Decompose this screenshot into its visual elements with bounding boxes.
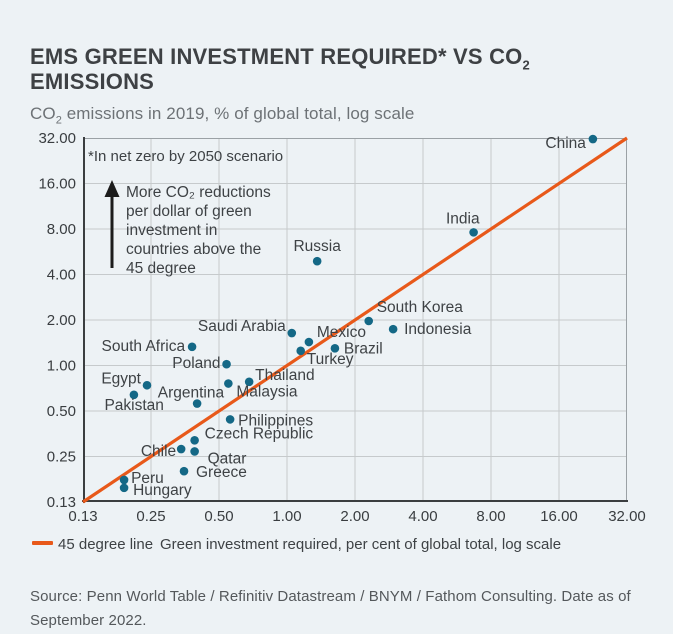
- up-arrow-head-icon: [104, 180, 120, 197]
- point-egypt: [142, 380, 152, 390]
- source-text: Source: Penn World Table / Refinitiv Dat…: [30, 588, 631, 629]
- x-tick-label: 32.00: [608, 508, 646, 525]
- page-title: EMS GREEN INVESTMENT REQUIRED* VS CO2 EMI…: [30, 44, 650, 94]
- point-thailand: [244, 377, 254, 387]
- title-line2: EMISSIONS: [30, 68, 155, 94]
- point-south-africa: [187, 342, 197, 352]
- y-tick-label: 0.25: [47, 449, 76, 466]
- point-argentina: [192, 399, 202, 408]
- x-tick-label: 1.00: [272, 508, 301, 525]
- point-india: [469, 228, 478, 237]
- scatter-chart: 0.13 0.25 0.50 1.00 2.00 4.00 8.00 16.00 32.00 0.…: [38, 130, 646, 525]
- point-turkey: [296, 346, 306, 356]
- label-peru: Peru: [131, 470, 164, 487]
- y-tick-label: 0.50: [47, 403, 76, 420]
- point-china: [588, 134, 598, 144]
- point-indonesia: [388, 324, 398, 334]
- label-thailand: Thailand: [255, 367, 314, 384]
- label-egypt: Egypt: [101, 370, 141, 387]
- label-china: China: [545, 135, 586, 152]
- label-chile: Chile: [141, 443, 176, 460]
- point-pakistan: [129, 390, 139, 400]
- arrow-note-line: investment in: [126, 222, 217, 239]
- label-pakistan: Pakistan: [104, 397, 163, 414]
- label-india: India: [446, 210, 480, 227]
- x-tick-label: 2.00: [340, 508, 369, 525]
- x-tick-label: 8.00: [476, 508, 505, 525]
- arrow-note-line: countries above the: [126, 241, 261, 258]
- y-tick-label: 1.00: [47, 358, 76, 375]
- point-south-korea: [364, 316, 374, 326]
- chart-subtitle: CO2 emissions in 2019, % of global total…: [30, 104, 415, 127]
- point-philippines: [225, 415, 235, 424]
- point-malaysia: [224, 379, 233, 388]
- 45-degree-line: [82, 136, 628, 504]
- point-greece: [179, 466, 189, 476]
- label-turkey: Turkey: [307, 351, 354, 368]
- label-czech-republic: Czech Republic: [205, 425, 314, 442]
- x-axis-title: Green investment required, per cent of g…: [160, 536, 562, 553]
- y-tick-label: 8.00: [47, 221, 76, 238]
- point-qatar: [190, 447, 199, 456]
- y-tick-label: 16.00: [38, 176, 76, 193]
- legend-label: 45 degree line: [58, 536, 154, 553]
- x-tick-label: 4.00: [408, 508, 437, 525]
- label-russia: Russia: [293, 238, 341, 255]
- point-peru: [119, 475, 129, 485]
- point-czech-republic: [190, 435, 199, 445]
- label-philippines: Philippines: [238, 412, 313, 429]
- 45-degree-line-legend-swatch: [32, 541, 53, 545]
- arrow-note-line: 45 degree: [126, 260, 196, 277]
- y-tick-label: 4.00: [47, 267, 76, 284]
- label-greece: Greece: [196, 464, 247, 481]
- label-south-korea: South Korea: [377, 299, 464, 316]
- label-poland: Poland: [172, 355, 220, 372]
- label-qatar: Qatar: [208, 450, 247, 467]
- label-hungary: Hungary: [133, 482, 192, 499]
- title-line1: EMS GREEN INVESTMENT REQUIRED* VS CO: [30, 43, 523, 69]
- point-russia: [312, 256, 322, 266]
- label-mexico: Mexico: [317, 324, 366, 341]
- y-tick-label: 2.00: [47, 312, 76, 329]
- point-saudi-arabia: [287, 328, 297, 338]
- point-poland: [222, 359, 231, 369]
- footnote-annotation: *In net zero by 2050 scenario: [88, 148, 283, 165]
- point-chile: [176, 444, 186, 454]
- label-south-africa: South Africa: [101, 338, 185, 355]
- y-tick-label: 32.00: [38, 130, 76, 147]
- x-tick-label: 0.13: [68, 508, 97, 525]
- label-brazil: Brazil: [344, 340, 383, 357]
- x-tick-label: 16.00: [540, 508, 578, 525]
- point-hungary: [119, 483, 129, 493]
- arrow-note-line: per dollar of green: [126, 203, 252, 220]
- x-tick-label: 0.50: [204, 508, 233, 525]
- label-argentina: Argentina: [158, 385, 225, 402]
- point-mexico: [304, 337, 314, 347]
- arrow-note-line: More CO₂ reductions: [126, 184, 271, 201]
- x-tick-label: 0.25: [136, 508, 165, 525]
- title-subscript: 2: [522, 57, 530, 73]
- label-saudi-arabia: Saudi Arabia: [198, 318, 286, 335]
- label-indonesia: Indonesia: [404, 321, 472, 338]
- label-malaysia: Malaysia: [236, 384, 298, 401]
- y-tick-label: 0.13: [47, 494, 76, 511]
- point-brazil: [330, 343, 340, 353]
